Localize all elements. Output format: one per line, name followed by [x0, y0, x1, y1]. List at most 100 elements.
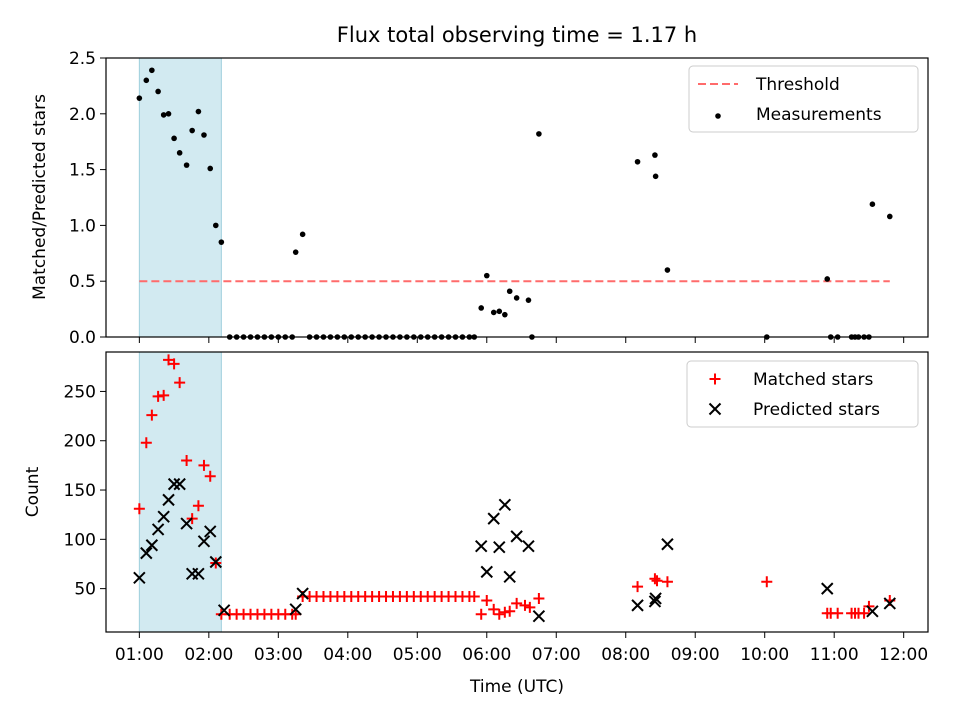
x-tick-label: 05:00 [393, 645, 442, 665]
matched-star-point [504, 605, 516, 617]
measurement-point [869, 201, 876, 207]
measurement-point [183, 162, 190, 168]
chart-title: Flux total observing time = 1.17 h [337, 23, 697, 47]
matched-star-point [661, 576, 673, 588]
measurement-point [299, 231, 306, 238]
matched-star-point [468, 591, 480, 603]
measurement-point [506, 288, 513, 295]
predicted-star-point [522, 540, 535, 553]
measurement-point [513, 295, 520, 301]
x-axis-label: Time (UTC) [469, 677, 564, 697]
predicted-star-point [503, 570, 516, 583]
predicted-star-point [821, 582, 834, 595]
predicted-star-point [140, 546, 153, 560]
matched-star-point [168, 358, 180, 370]
matched-star-point [761, 576, 773, 588]
measurement-point [652, 173, 659, 180]
predicted-star-point [510, 530, 523, 543]
measurement-point [490, 309, 497, 316]
measurement-point [292, 249, 299, 255]
x-tick-label: 07:00 [532, 645, 581, 665]
matched-star-point [858, 607, 870, 619]
measurement-point [176, 150, 183, 156]
x-tick-label: 11:00 [810, 645, 859, 665]
matched-star-point [632, 581, 644, 593]
measurement-point [155, 88, 161, 95]
top-y-tick-label: 1.5 [69, 161, 96, 181]
predicted-star-point [866, 605, 879, 618]
matched-star-point [533, 592, 545, 604]
measurement-point [171, 135, 177, 142]
measurement-point [207, 165, 214, 172]
measurement-point [652, 152, 658, 158]
x-tick-label: 08:00 [601, 645, 650, 665]
predicted-star-point [204, 525, 217, 538]
x-tick-label: 04:00 [323, 645, 372, 665]
matched-star-point [140, 437, 152, 449]
legend-matched-label: Matched stars [753, 370, 873, 390]
predicted-star-point [475, 540, 488, 553]
predicted-star-point [162, 493, 175, 507]
bottom-y-tick-label: 100 [64, 530, 96, 550]
top-y-tick-label: 0.5 [69, 272, 96, 292]
measurement-point [201, 132, 207, 138]
matched-star-point [863, 600, 875, 612]
measurement-point [165, 111, 172, 117]
x-tick-label: 02:00 [184, 645, 233, 665]
measurement-point [136, 95, 143, 101]
predicted-star-point [493, 541, 506, 554]
top-y-tick-label: 2.5 [69, 49, 96, 69]
predicted-star-point [487, 512, 500, 525]
legend-threshold-label: Threshold [755, 75, 840, 95]
predicted-star-point [649, 592, 662, 605]
bottom-legend: Matched stars Predicted stars [686, 360, 919, 428]
predicted-star-point [217, 604, 231, 617]
top-frame [105, 57, 929, 338]
measurement-point [149, 67, 155, 74]
predicted-star-point [145, 539, 159, 552]
legend-predicted-swatch [708, 402, 722, 416]
x-tick-label: 06:00 [462, 645, 511, 665]
matched-star-point [174, 377, 186, 389]
measurement-point [496, 308, 503, 315]
legend-predicted-label: Predicted stars [753, 400, 880, 420]
top-panel: 0.0 0.5 1.0 1.5 2.0 2.5 Threshold Measurements [69, 49, 929, 348]
predicted-star-point [151, 523, 165, 536]
matched-star-point [198, 459, 210, 471]
predicted-star-point [631, 599, 644, 612]
predicted-star-point [296, 587, 309, 600]
predicted-star-point [167, 477, 181, 491]
predicted-star-point [157, 510, 170, 523]
measurement-point [502, 311, 508, 318]
predicted-star-point [209, 555, 222, 569]
bottom-y-tick-label: 150 [64, 481, 96, 501]
matched-star-point [832, 607, 844, 619]
matched-star-point [158, 389, 170, 401]
predicted-star-point [133, 571, 146, 584]
predicted-star-point [197, 535, 211, 548]
top-shaded-span [138, 57, 222, 338]
bottom-y-tick-label: 250 [64, 382, 96, 402]
bottom-frame [105, 351, 929, 633]
measurement-point [189, 127, 195, 134]
x-tick-label: 03:00 [254, 645, 303, 665]
top-legend-box [688, 65, 919, 133]
x-tick-label: 01:00 [115, 645, 164, 665]
top-y-axis-label: Matched/Predicted stars [30, 94, 50, 300]
top-y-tick-label: 0.0 [69, 328, 96, 348]
matched-star-point [163, 354, 175, 366]
matched-star-point [649, 573, 661, 585]
predicted-star-point [661, 538, 674, 551]
predicted-star-point [883, 597, 896, 610]
predicted-star-point [648, 595, 662, 608]
measurement-point [886, 213, 893, 220]
matched-star-point [519, 599, 531, 611]
matched-star-point [651, 575, 663, 587]
predicted-star-point [192, 567, 205, 581]
measurement-point [143, 77, 150, 84]
measurement-point [483, 272, 490, 279]
matched-star-point [488, 603, 500, 615]
matched-star-point [204, 470, 216, 482]
